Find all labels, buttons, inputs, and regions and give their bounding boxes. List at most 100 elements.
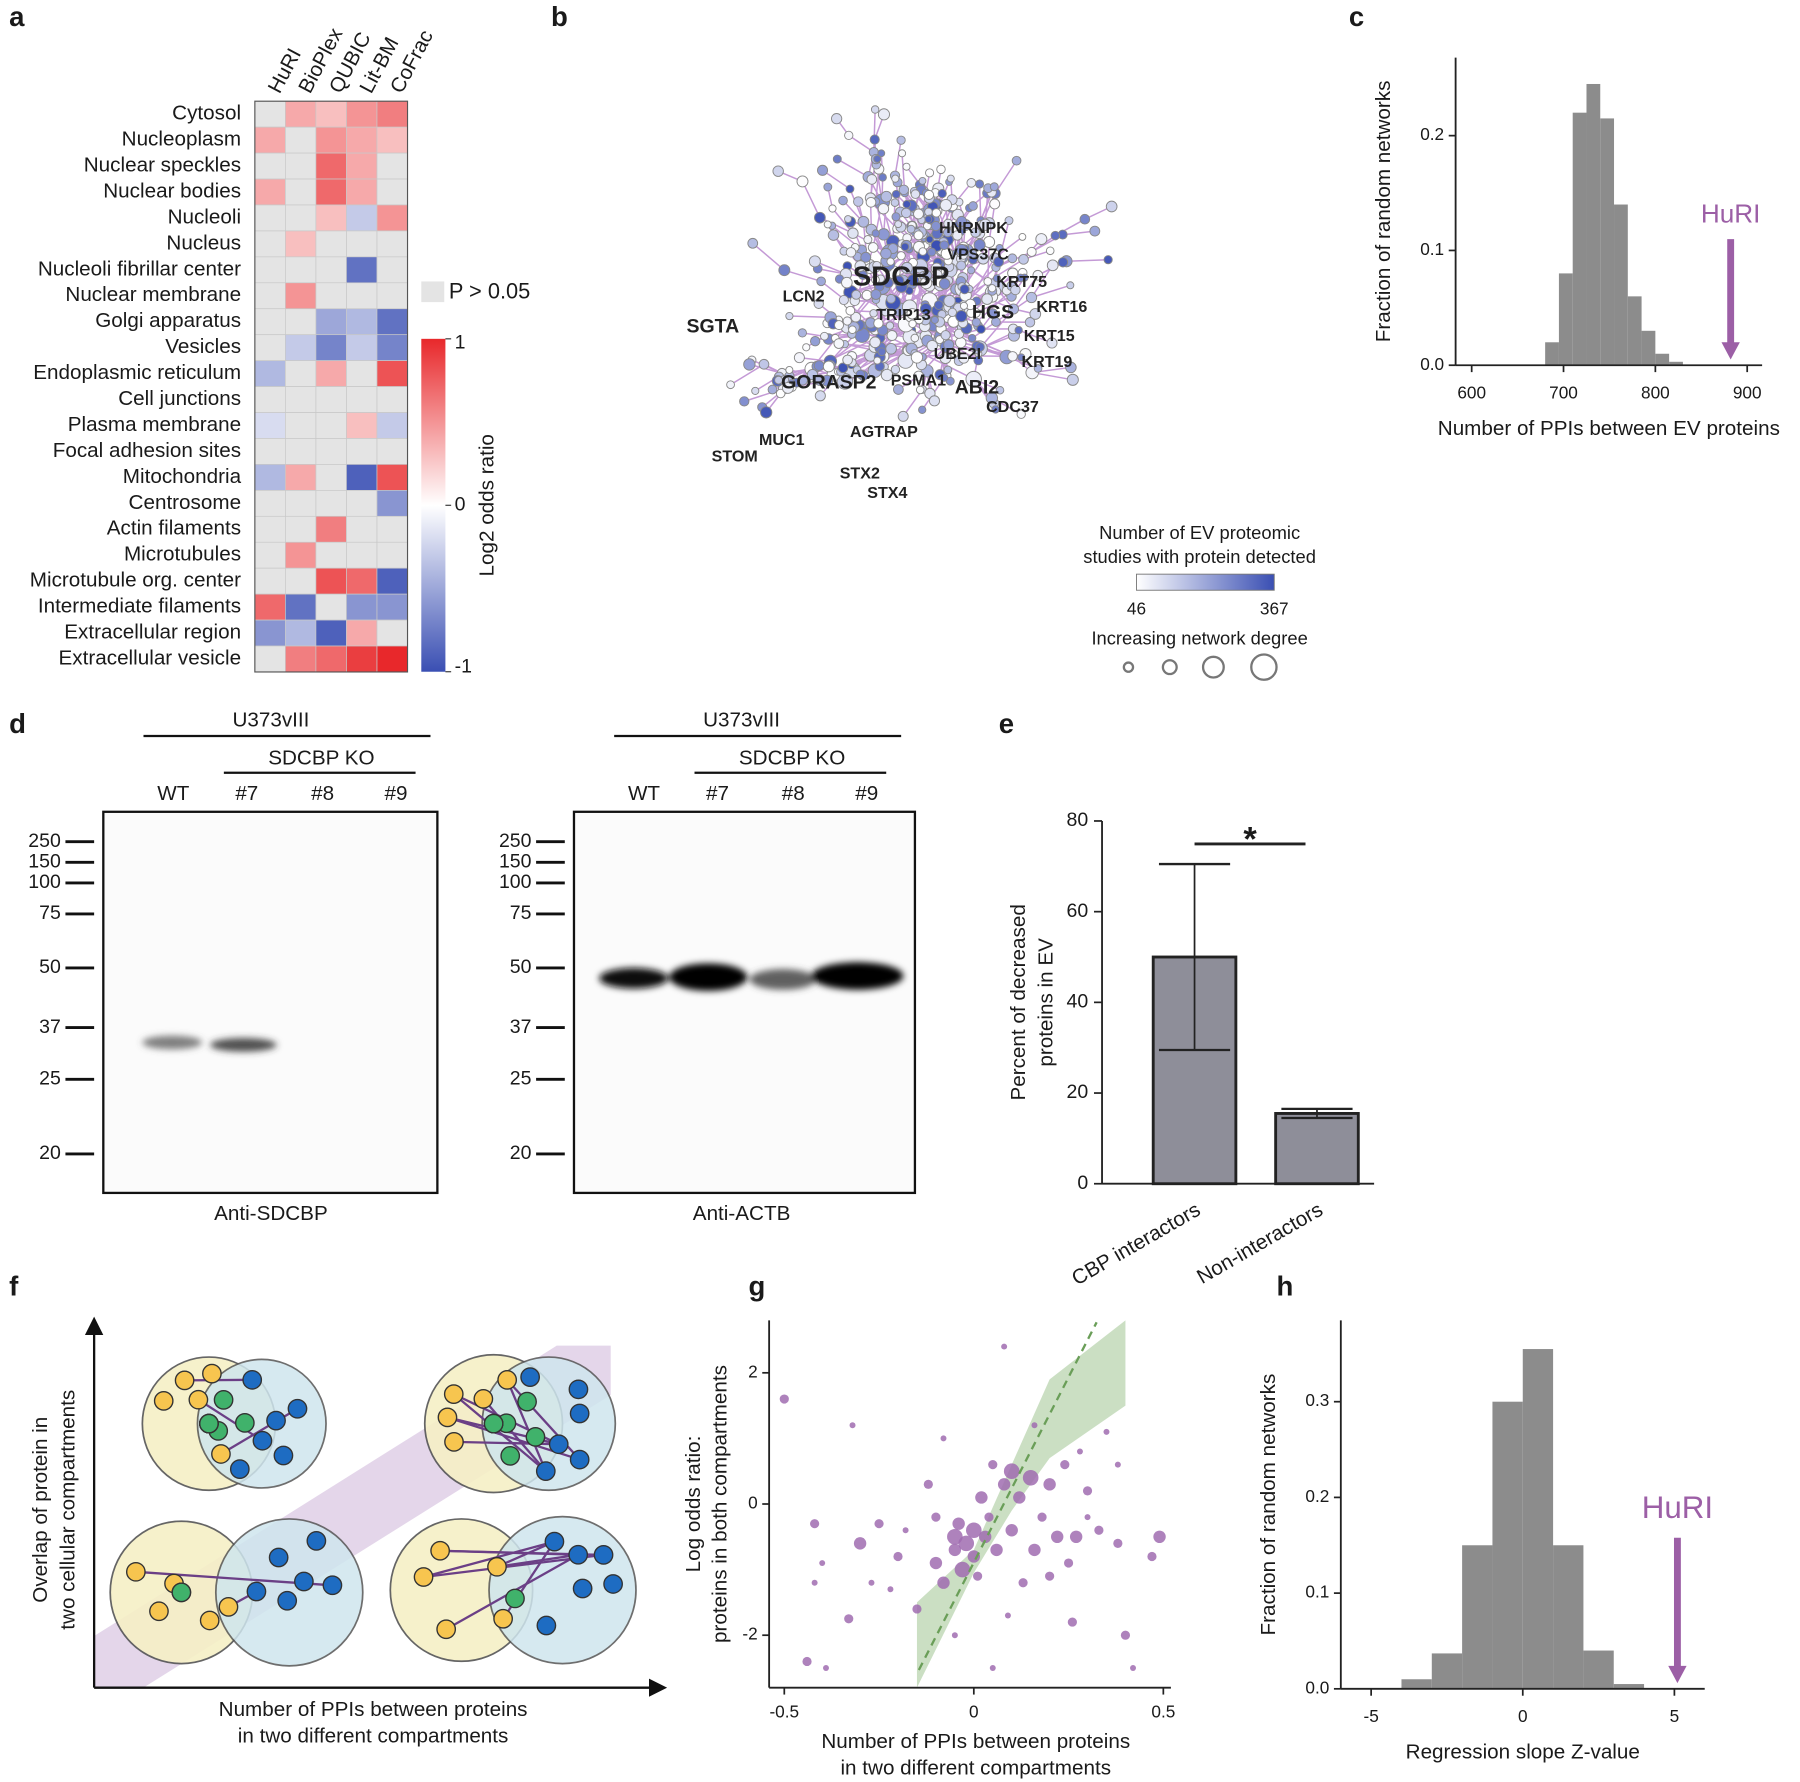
x-tick-label: -5 [1363,1706,1378,1726]
network-node [995,243,1004,252]
colorbar-tick-label: 0 [455,493,466,515]
histogram-bar [1522,1349,1554,1689]
row-label: Nucleoplasm [122,128,241,151]
protein [234,1413,255,1433]
gene-label: KRT75 [996,273,1047,291]
heatmap-cell [285,464,317,491]
network-node [747,237,759,249]
x-tick-label: 800 [1641,382,1670,402]
scatter-point [912,1604,922,1614]
network-edge [836,158,869,178]
heatmap-cell [376,464,408,491]
network-edge [994,160,1018,194]
protein [497,1369,518,1390]
network-node [918,405,927,414]
network-node [981,293,993,305]
annotation-arrowhead [1721,342,1740,360]
heatmap-cell [285,308,317,336]
network-node [877,108,891,121]
protein [505,1588,525,1609]
scatter-point [1147,1551,1157,1562]
lane-label: WT [157,782,189,805]
heatmap-cell [254,152,286,180]
heatmap-cell [346,308,378,336]
panel-label: c [1349,1,1364,32]
blot-band [669,963,748,991]
network-node [813,374,826,386]
scatter-point [1013,1491,1026,1504]
histogram-bar [1401,1679,1432,1689]
network-node [987,308,999,319]
y-tick-label: 60 [1067,900,1089,922]
gene-label: TRIP13 [876,306,931,324]
scatter-point [1031,1422,1038,1429]
heatmap-cell [285,204,317,232]
network-node [869,134,880,145]
heatmap-cell [254,204,286,232]
network-node [900,242,910,252]
network-node [758,358,770,370]
colorbar [421,338,446,672]
network-node [1007,253,1018,264]
ppi-link [197,1398,264,1442]
heatmap-cell [346,256,378,284]
scatter-point [923,1479,933,1489]
protein [443,1384,464,1405]
heatmap-cell [254,541,286,569]
heatmap-cell [285,515,317,543]
scatter-point [1120,1630,1131,1640]
network-node [925,168,935,178]
heatmap-cell [254,567,286,595]
network-node [891,189,901,199]
network-node [1079,213,1091,225]
legend-min: 46 [1127,598,1146,618]
scatter-point [1076,1448,1083,1455]
y-tick-label: 2 [748,1361,758,1381]
network-node [975,179,985,189]
network-node [785,366,794,374]
network-node [1045,246,1055,256]
network-node [844,215,852,224]
network-node [844,130,854,141]
heatmap-cell [346,438,378,465]
network-node [854,260,867,272]
colorbar-label: Log2 odds ratio [475,434,498,576]
y-tick-label: 40 [1067,991,1089,1013]
network-node [1032,269,1044,281]
network-node [870,289,882,300]
gene-label: AGTRAP [850,423,918,441]
blot-bands [142,962,904,1052]
heatmap-frame [254,100,409,673]
y-tick-label: 0 [748,1493,758,1513]
network-node [1017,353,1026,362]
network-edge [894,140,902,176]
gene-label: STX2 [840,465,880,483]
y-axis-label: Fraction of random networks [1257,1374,1280,1636]
protein [520,1367,540,1388]
network-node [872,260,882,271]
network-node [919,302,932,315]
protein [436,1619,457,1640]
network-edge [975,295,1012,314]
heatmap-cell [315,619,347,647]
network-node [871,275,880,285]
scatter-point [1051,1530,1064,1544]
x-tick-label: 900 [1733,382,1762,402]
panel-label: g [748,1270,765,1301]
network-node [855,369,866,379]
y-tick-label: 0.2 [1305,1486,1329,1506]
blot-band [811,962,904,990]
network-node [983,277,993,286]
network-node [973,238,986,251]
network-node [845,247,857,258]
panel-label: b [551,1,568,32]
network-node [778,264,791,277]
heatmap-cell [346,230,378,258]
heatmap-cell [376,178,408,206]
protein [536,1615,557,1636]
heatmap-cell [376,282,408,310]
heatmap-cell [346,515,378,543]
network-node [930,315,939,324]
heatmap-cell [285,152,317,180]
